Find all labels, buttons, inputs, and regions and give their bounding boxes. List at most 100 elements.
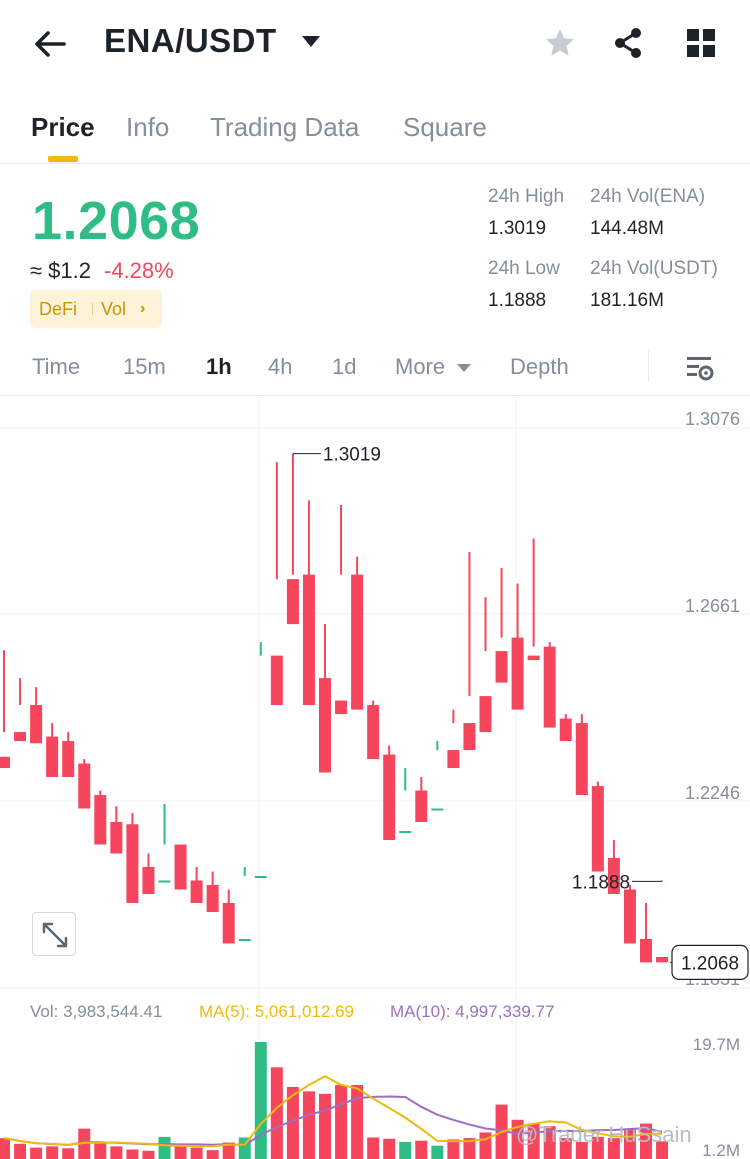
watermark: @Trader HuSsain bbox=[516, 1122, 692, 1147]
low-marker-label: 1.1888 bbox=[572, 872, 630, 893]
interval-bar: Time 15m 1h 4h 1d More Depth bbox=[0, 340, 750, 396]
candle-body bbox=[222, 902, 235, 944]
volume-bar bbox=[174, 1145, 187, 1159]
volume-bar bbox=[399, 1141, 412, 1159]
volume-bar bbox=[254, 1042, 267, 1159]
volume-legend-ma10: MA(10): 4,997,339.77 bbox=[390, 1002, 555, 1021]
volume-bar bbox=[575, 1141, 588, 1159]
interval-1h[interactable]: 1h bbox=[206, 354, 232, 379]
candle-body bbox=[0, 756, 10, 769]
volume-bar bbox=[367, 1137, 380, 1159]
stat-24h-high-value: 1.3019 bbox=[488, 218, 547, 239]
expand-chart-button[interactable] bbox=[32, 912, 76, 956]
candle-body bbox=[495, 651, 508, 683]
chart-settings-icon[interactable] bbox=[684, 352, 716, 384]
candle-body bbox=[607, 858, 620, 894]
stat-24h-vol-usdt-value: 181.16M bbox=[590, 290, 664, 311]
candle-body bbox=[656, 956, 669, 963]
volume-bars bbox=[0, 1042, 669, 1159]
back-arrow-icon[interactable] bbox=[30, 24, 70, 64]
volume-bar bbox=[335, 1085, 348, 1159]
volume-bar bbox=[302, 1091, 315, 1159]
volume-bar bbox=[222, 1142, 235, 1159]
high-marker-label: 1.3019 bbox=[323, 445, 381, 466]
tab-info[interactable]: Info bbox=[126, 112, 170, 142]
tab-price[interactable]: Price bbox=[31, 112, 95, 142]
volume-bar bbox=[94, 1143, 107, 1159]
caret-down-icon[interactable] bbox=[302, 36, 320, 47]
candle-body bbox=[415, 790, 428, 823]
header: ENA/USDT bbox=[0, 0, 750, 90]
candle-body bbox=[559, 718, 572, 742]
tab-trading-data[interactable]: Trading Data bbox=[210, 112, 360, 142]
tag-defi[interactable]: DeFi bbox=[39, 299, 78, 319]
stat-24h-vol-ena-label: 24h Vol(ENA) bbox=[590, 186, 706, 207]
interval-15m[interactable]: 15m bbox=[123, 354, 166, 379]
ma5-line bbox=[3, 1075, 663, 1148]
expand-icon bbox=[42, 922, 68, 948]
candle-body bbox=[335, 700, 348, 715]
share-icon[interactable] bbox=[612, 26, 646, 60]
candle-body bbox=[575, 723, 588, 796]
price-axis-label: 1.3076 bbox=[685, 409, 740, 429]
candle-body bbox=[14, 732, 27, 742]
candle-body bbox=[319, 678, 331, 773]
interval-1d[interactable]: 1d bbox=[332, 354, 357, 379]
volume-bar bbox=[447, 1139, 460, 1159]
volume-bar bbox=[431, 1145, 444, 1159]
last-price: 1.2068 bbox=[32, 191, 201, 251]
volume-legend-ma5: MA(5): 5,061,012.69 bbox=[199, 1002, 354, 1021]
candle-body bbox=[367, 705, 380, 760]
stat-24h-high-label: 24h High bbox=[488, 186, 565, 207]
candle-body bbox=[463, 723, 476, 751]
trading-pair-title[interactable]: ENA/USDT bbox=[104, 22, 277, 59]
chevron-right-icon[interactable]: › bbox=[140, 300, 146, 317]
candle-body bbox=[399, 831, 412, 834]
interval-4h[interactable]: 4h bbox=[268, 354, 293, 379]
price-axis-label: 1.2661 bbox=[685, 596, 740, 616]
volume-bar bbox=[46, 1146, 59, 1159]
candle-body bbox=[591, 786, 604, 872]
depth-tab[interactable]: Depth bbox=[510, 354, 569, 379]
volume-bar bbox=[511, 1119, 524, 1159]
star-icon[interactable] bbox=[543, 26, 577, 60]
volume-bar bbox=[559, 1138, 572, 1159]
interval-time[interactable]: Time bbox=[32, 354, 81, 379]
tag-vol[interactable]: Vol bbox=[101, 299, 127, 319]
candle-body bbox=[302, 574, 315, 706]
last-price-tag: 1.2068 bbox=[681, 953, 739, 974]
volume-bar bbox=[286, 1086, 299, 1159]
candle-body bbox=[479, 696, 492, 733]
volume-bar bbox=[110, 1146, 123, 1159]
volume-legend-vol: Vol: 3,983,544.41 bbox=[30, 1002, 163, 1021]
volume-bar bbox=[640, 1123, 652, 1159]
category-tags[interactable]: DeFi Vol › bbox=[30, 290, 162, 328]
stat-24h-low-value: 1.1888 bbox=[488, 290, 547, 311]
candle-body bbox=[270, 655, 283, 706]
candle-body bbox=[190, 880, 203, 903]
candle-body bbox=[640, 938, 652, 963]
approx-usd-price: ≈ $1.2 bbox=[30, 258, 92, 283]
volume-bar bbox=[14, 1143, 27, 1159]
tab-square[interactable]: Square bbox=[403, 112, 487, 142]
price-axis-label: 1.2246 bbox=[685, 783, 740, 803]
candle-body bbox=[527, 655, 540, 661]
candle-body bbox=[142, 867, 155, 894]
candle-body bbox=[78, 763, 91, 809]
volume-axis-label: 19.7M bbox=[693, 1035, 740, 1054]
grid-icon[interactable] bbox=[684, 26, 718, 60]
price-change-percent: -4.28% bbox=[104, 258, 174, 283]
more-caret-down-icon[interactable] bbox=[457, 364, 471, 372]
volume-bar bbox=[158, 1136, 171, 1159]
active-tab-indicator bbox=[48, 156, 78, 162]
interval-more[interactable]: More bbox=[395, 354, 446, 379]
volume-bar bbox=[543, 1126, 556, 1159]
volume-axis-label: 1.2M bbox=[702, 1141, 740, 1159]
candle-body bbox=[206, 884, 219, 912]
volume-bar bbox=[319, 1093, 331, 1159]
candle-body bbox=[158, 880, 171, 883]
volume-bar bbox=[126, 1149, 139, 1159]
candle-body bbox=[623, 889, 636, 944]
volume-bar bbox=[142, 1150, 155, 1159]
